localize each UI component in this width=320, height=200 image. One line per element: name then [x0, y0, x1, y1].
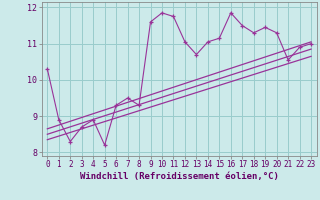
X-axis label: Windchill (Refroidissement éolien,°C): Windchill (Refroidissement éolien,°C)	[80, 172, 279, 181]
